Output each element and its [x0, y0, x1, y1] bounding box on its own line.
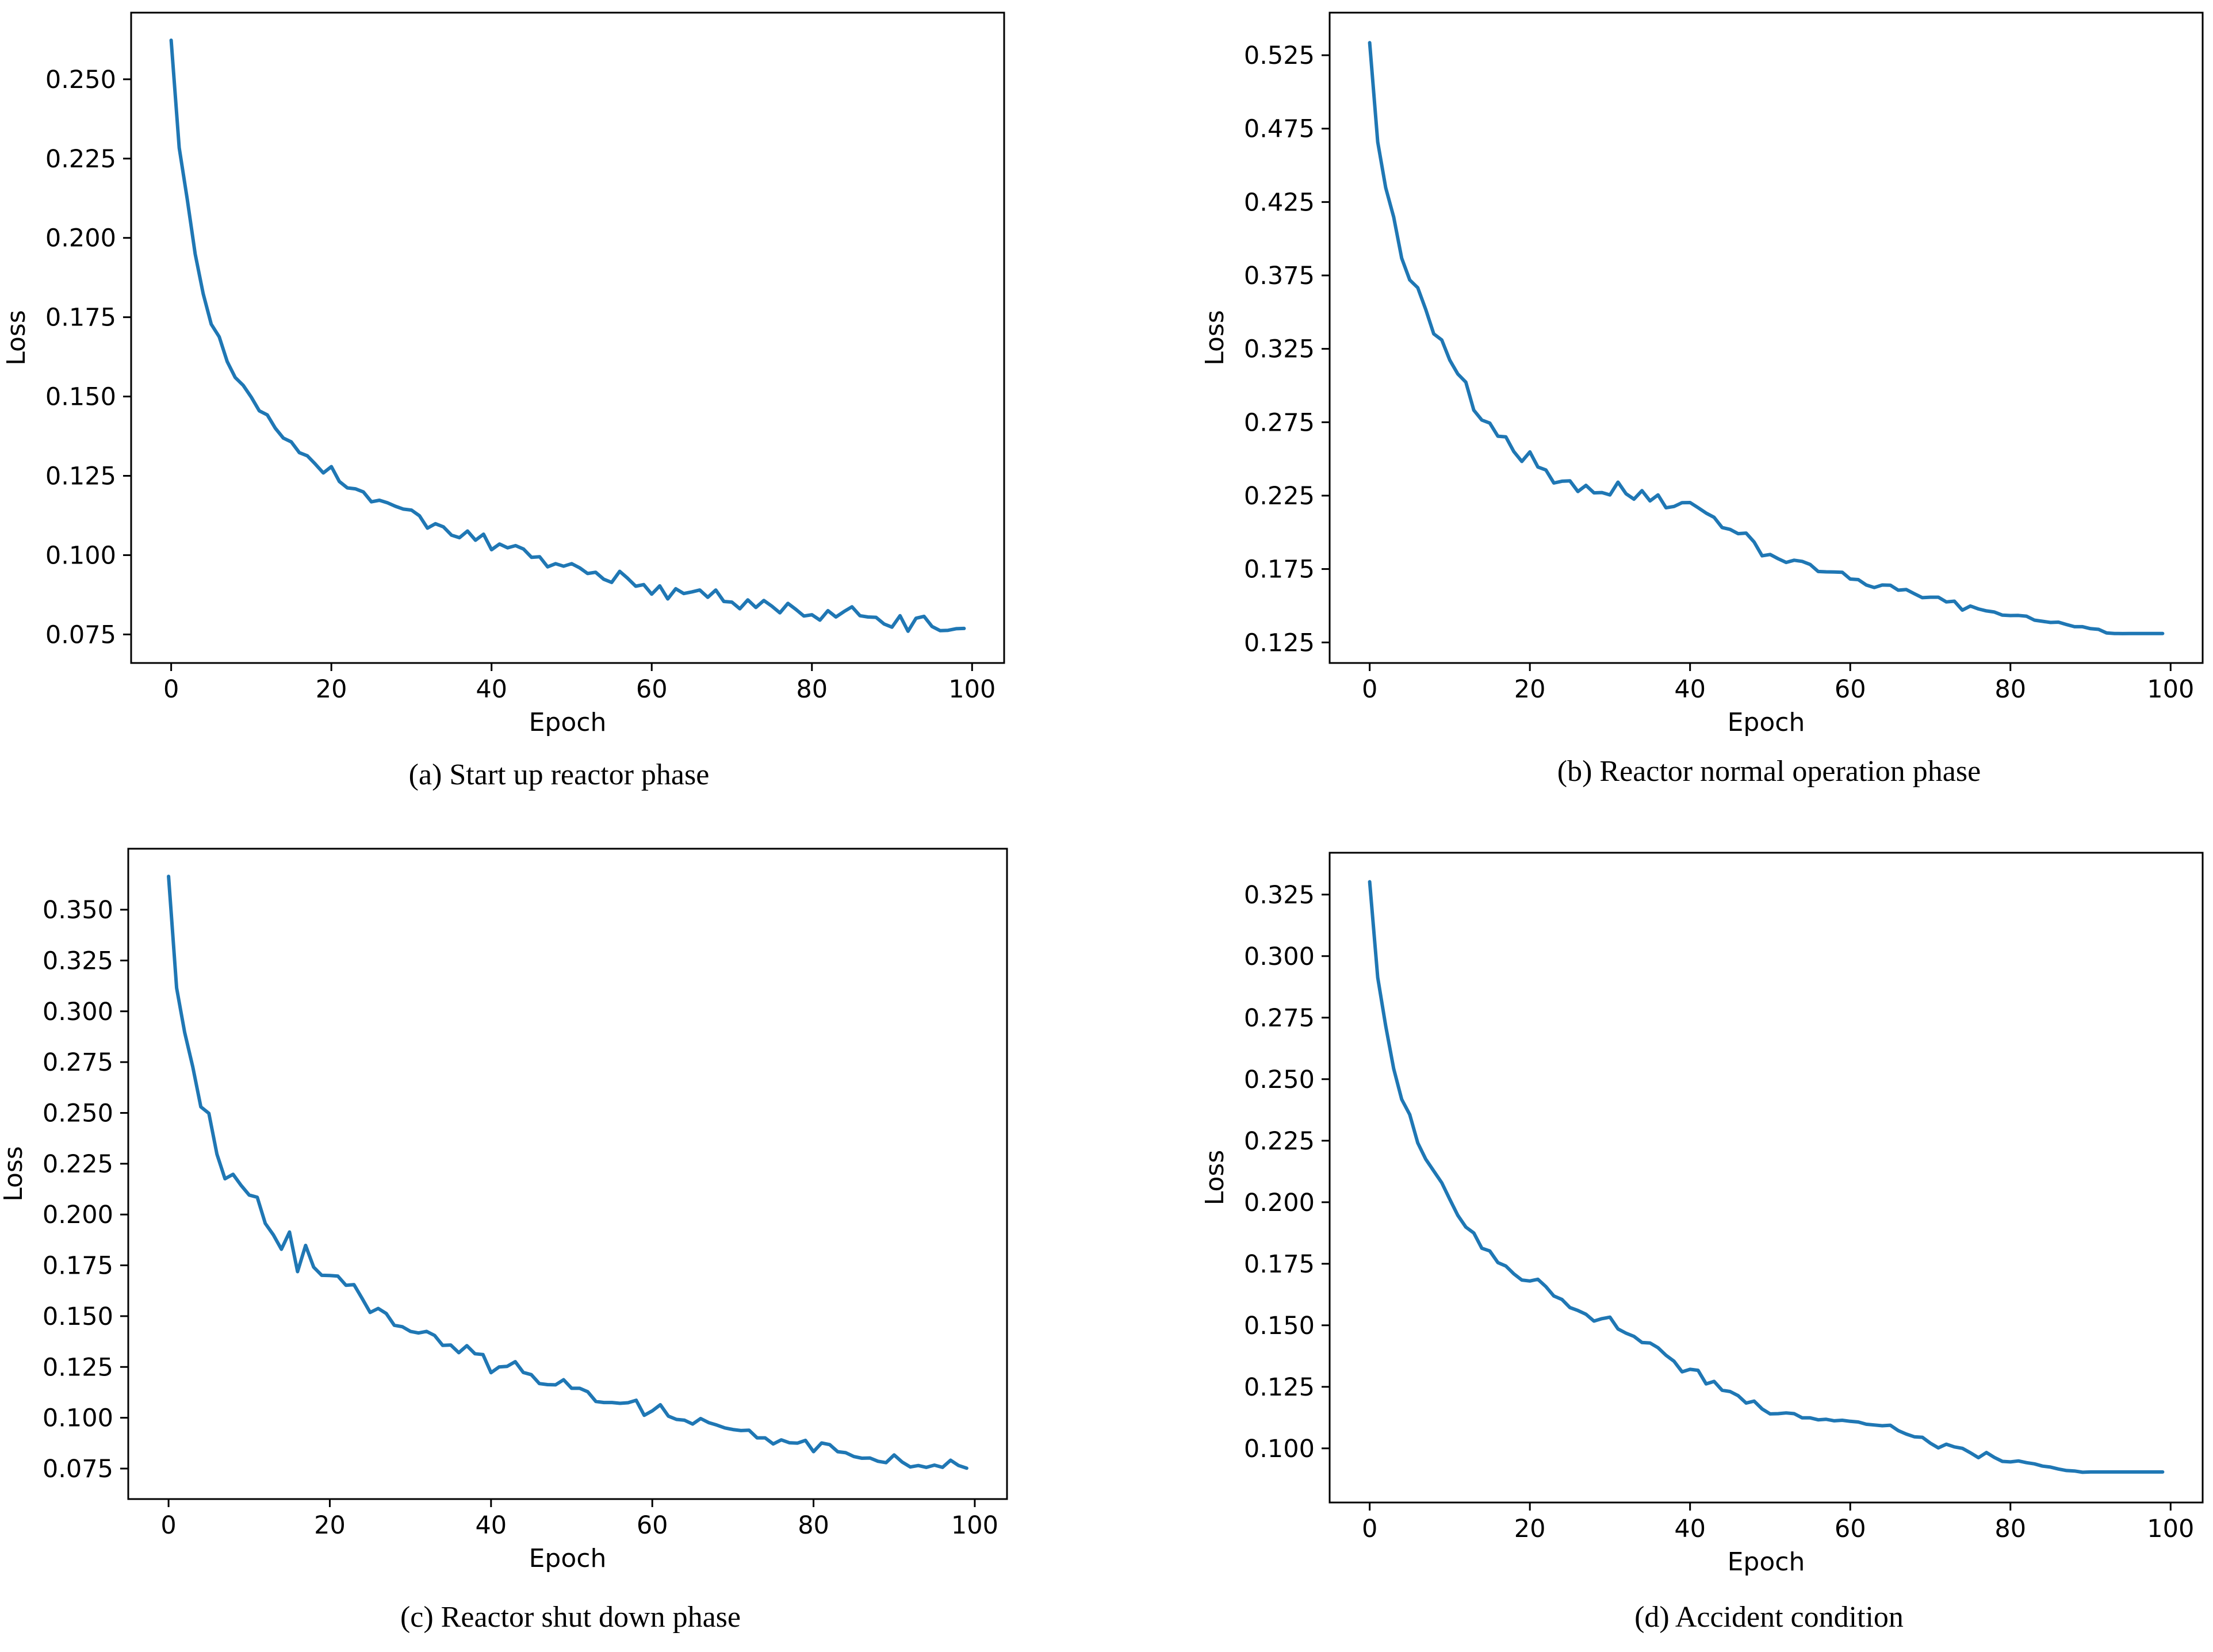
y-tick-label: 0.125: [43, 1353, 113, 1382]
y-tick-label: 0.100: [1244, 1435, 1315, 1463]
plot-frame: [1328, 12, 2204, 664]
loss-series-line: [1368, 880, 2165, 1474]
y-tick-label: 0.225: [43, 1150, 113, 1179]
y-tick-label: 0.475: [1244, 115, 1315, 144]
y-tick-label: 0.150: [45, 383, 116, 412]
y-tick-label: 0.075: [45, 620, 116, 649]
x-tick-label: 20: [316, 675, 347, 704]
x-tick-label: 20: [314, 1511, 346, 1540]
x-tick-label: 80: [796, 675, 828, 704]
y-tick-label: 0.225: [45, 145, 116, 174]
chart-panel-4: 0 20 40 60 80 100 0.100 0.125 0.150 0.175 0.200 0.2…: [1200, 852, 2204, 1634]
x-tick-label: 40: [1674, 675, 1706, 704]
y-tick-label: 0.200: [1244, 1189, 1315, 1217]
x-tick-label: 40: [475, 1511, 507, 1540]
x-tick-label: 100: [2147, 1515, 2194, 1543]
x-axis-label: Epoch: [529, 708, 607, 737]
panel-caption: (c) Reactor shut down phase: [400, 1601, 741, 1634]
y-tick-label: 0.525: [1244, 41, 1315, 70]
y-tick-label: 0.275: [43, 1048, 113, 1077]
loss-series-line: [169, 39, 966, 633]
plot-frame: [130, 12, 1005, 664]
y-tick-label: 0.125: [45, 462, 116, 490]
loss-series-line: [167, 875, 968, 1470]
y-tick-label: 0.150: [1244, 1312, 1315, 1340]
x-tick-label: 40: [1674, 1515, 1706, 1543]
y-axis-label: Loss: [2, 310, 31, 366]
loss-series-line: [1368, 41, 2165, 635]
y-tick-label: 0.225: [1244, 1127, 1315, 1156]
y-tick-label: 0.175: [1244, 555, 1315, 584]
x-tick-label: 80: [1994, 1515, 2026, 1543]
y-tick-label: 0.150: [43, 1302, 113, 1331]
x-tick-label: 20: [1514, 1515, 1546, 1543]
y-tick-label: 0.200: [43, 1201, 113, 1229]
x-tick-label: 0: [163, 675, 179, 704]
chart-panel-1: 0 20 40 60 80 100 0.075 0.100 0.125 0.150 0.175 0.2…: [2, 12, 1005, 791]
plot-frame: [1328, 852, 2204, 1504]
y-axis-label: Loss: [1200, 1150, 1230, 1206]
x-tick-label: 80: [798, 1511, 829, 1540]
y-tick-label: 0.250: [43, 1099, 113, 1128]
y-tick-label: 0.125: [1244, 1373, 1315, 1402]
y-tick-label: 0.325: [43, 946, 113, 975]
y-tick-label: 0.200: [45, 224, 116, 253]
x-axis-label: Epoch: [529, 1544, 607, 1573]
x-tick-label: 0: [1362, 1515, 1377, 1543]
y-tick-label: 0.250: [1244, 1065, 1315, 1094]
y-tick-label: 0.250: [45, 66, 116, 94]
y-tick-label: 0.275: [1244, 408, 1315, 437]
y-tick-label: 0.325: [1244, 881, 1315, 910]
x-tick-label: 80: [1994, 675, 2026, 704]
x-axis-label: Epoch: [1728, 708, 1805, 737]
y-tick-label: 0.275: [1244, 1004, 1315, 1033]
panel-caption: (a) Start up reactor phase: [409, 758, 710, 791]
y-tick-label: 0.100: [43, 1404, 113, 1433]
x-tick-label: 20: [1514, 675, 1546, 704]
y-tick-label: 0.075: [43, 1455, 113, 1484]
x-tick-label: 0: [160, 1511, 176, 1540]
chart-panel-3: 0 20 40 60 80 100 0.075 0.100 0.125 0.150 0.175 0.2…: [0, 848, 1008, 1634]
y-tick-label: 0.225: [1244, 482, 1315, 511]
y-tick-label: 0.350: [43, 896, 113, 925]
x-tick-label: 100: [2147, 675, 2194, 704]
x-tick-label: 40: [476, 675, 507, 704]
y-tick-label: 0.175: [43, 1252, 113, 1281]
y-axis-label: Loss: [1200, 310, 1230, 366]
x-axis-label: Epoch: [1728, 1547, 1805, 1577]
plot-frame: [127, 848, 1008, 1500]
y-tick-label: 0.125: [1244, 628, 1315, 657]
x-tick-label: 100: [951, 1511, 998, 1540]
x-tick-label: 60: [1835, 1515, 1866, 1543]
y-tick-label: 0.175: [45, 304, 116, 332]
y-axis-label: Loss: [0, 1146, 28, 1202]
panel-caption: (b) Reactor normal operation phase: [1557, 755, 1981, 788]
x-tick-label: 0: [1362, 675, 1377, 704]
y-tick-label: 0.425: [1244, 188, 1315, 217]
x-tick-label: 60: [637, 1511, 668, 1540]
y-tick-label: 0.300: [1244, 942, 1315, 971]
x-tick-label: 60: [1835, 675, 1866, 704]
chart-panel-2: 0 20 40 60 80 100 0.125 0.175 0.225 0.275 0.325 0.3…: [1200, 12, 2204, 788]
x-tick-label: 60: [636, 675, 668, 704]
x-tick-label: 100: [948, 675, 996, 704]
panel-caption: (d) Accident condition: [1634, 1601, 1904, 1634]
y-tick-label: 0.325: [1244, 335, 1315, 364]
y-tick-label: 0.300: [43, 998, 113, 1026]
y-tick-label: 0.375: [1244, 262, 1315, 290]
y-tick-label: 0.100: [45, 541, 116, 570]
y-tick-label: 0.175: [1244, 1250, 1315, 1279]
